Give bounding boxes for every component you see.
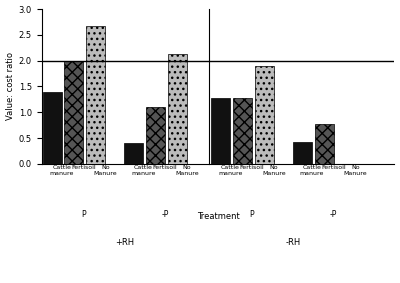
Bar [146,107,165,164]
Bar [42,92,62,164]
Bar [211,98,230,164]
Bar [86,25,105,164]
X-axis label: Treatment: Treatment [197,212,240,221]
Text: -RH: -RH [285,238,300,247]
Bar [233,98,252,164]
Text: -P: -P [330,210,337,219]
Y-axis label: Value: cost ratio: Value: cost ratio [6,52,14,121]
Text: -P: -P [162,210,169,219]
Text: P: P [250,210,254,219]
Text: P: P [81,210,86,219]
Bar [255,66,274,164]
Bar [64,61,84,164]
Text: +RH: +RH [115,238,134,247]
Bar [293,142,312,164]
Bar [124,143,143,164]
Bar [168,54,187,164]
Bar [315,124,334,164]
